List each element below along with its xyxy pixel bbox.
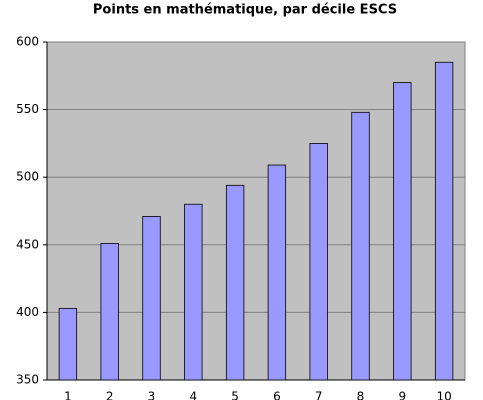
bar	[267, 164, 287, 381]
y-tick-label: 500	[16, 170, 39, 184]
bar	[309, 142, 328, 381]
x-tick-label: 10	[436, 390, 451, 400]
bar	[100, 243, 119, 381]
bar	[393, 82, 412, 381]
x-tick-label: 9	[398, 390, 406, 400]
x-tick-label: 4	[189, 390, 197, 400]
y-tick-label: 450	[16, 237, 39, 251]
chart-title: Points en mathématique, par décile ESCS	[93, 3, 397, 18]
x-tick-label: 2	[106, 390, 114, 400]
x-tick-label: 6	[273, 390, 281, 400]
bar	[351, 111, 370, 381]
x-tick-label: 8	[357, 390, 365, 400]
x-tick-label: 3	[148, 390, 156, 400]
bar	[142, 216, 161, 381]
x-tick-label: 1	[64, 390, 72, 400]
bar	[225, 184, 245, 381]
bar	[184, 203, 203, 381]
y-tick-label: 600	[16, 35, 39, 49]
bar	[58, 307, 78, 381]
bar	[434, 61, 454, 381]
y-tick-label: 550	[16, 102, 39, 116]
y-tick-label: 350	[16, 373, 39, 387]
x-tick-label: 5	[231, 390, 239, 400]
x-tick-label: 7	[315, 390, 323, 400]
y-tick-label: 400	[16, 305, 39, 319]
